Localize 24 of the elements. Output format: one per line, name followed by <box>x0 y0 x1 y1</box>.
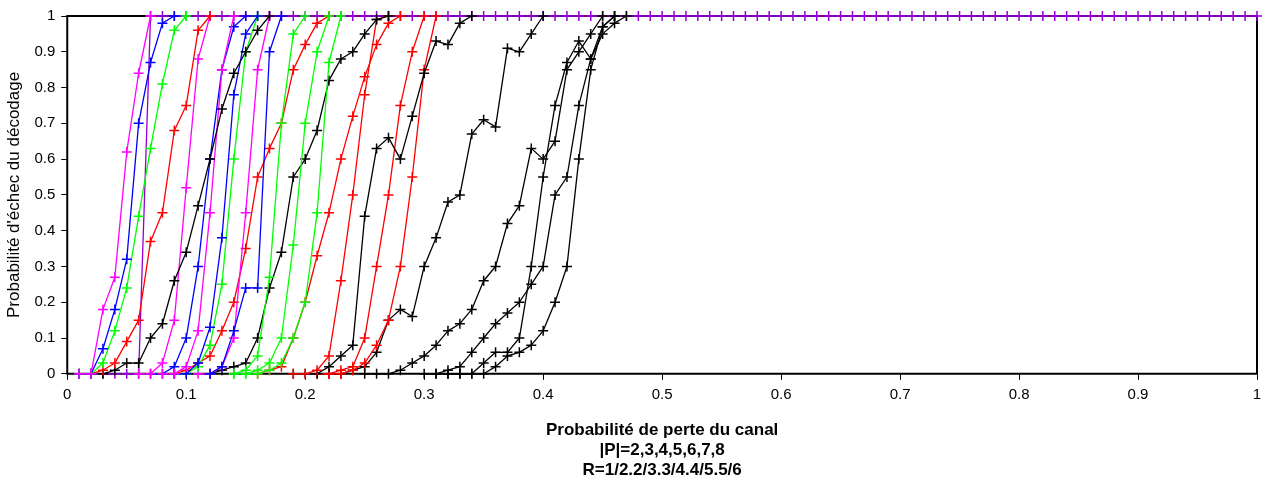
y-axis-title: Probabilité d'échec du décodage <box>3 71 23 318</box>
x-tick-label: 0.7 <box>889 384 911 402</box>
x-tick-label: 0.8 <box>1008 384 1030 402</box>
x-tick-label: 0 <box>63 384 72 402</box>
y-tick-label: 0.2 <box>34 292 56 310</box>
x-tick-label: 0.9 <box>1127 384 1149 402</box>
y-tick-label: 0 <box>46 363 56 381</box>
y-tick-label: 0.6 <box>34 149 56 167</box>
y-tick-label: 0.1 <box>34 328 56 346</box>
y-tick-label: 0.5 <box>34 185 56 203</box>
y-tick-label: 0.7 <box>34 113 56 131</box>
y-tick-label: 0.8 <box>34 77 56 95</box>
y-tick-label: 0.3 <box>34 256 56 274</box>
x-tick-label: 0.1 <box>175 384 197 402</box>
x-tick-label: 0.6 <box>770 384 792 402</box>
x-tick-label: 0.3 <box>413 384 435 402</box>
y-tick-label: 1 <box>46 6 56 24</box>
y-tick-label: 0.9 <box>34 41 56 59</box>
y-tick-label: 0.4 <box>34 220 56 238</box>
x-axis-title: Probabilité de perte du canal |P|=2,3,4,5,6,7,8 R=1/2.2/3.3/4.4/5.5/6 <box>545 419 779 480</box>
x-tick-label: 0.5 <box>651 384 673 402</box>
x-tick-label: 1 <box>1252 384 1262 402</box>
x-tick-label: 0.2 <box>294 384 316 402</box>
x-tick-label: 0.4 <box>532 384 554 402</box>
